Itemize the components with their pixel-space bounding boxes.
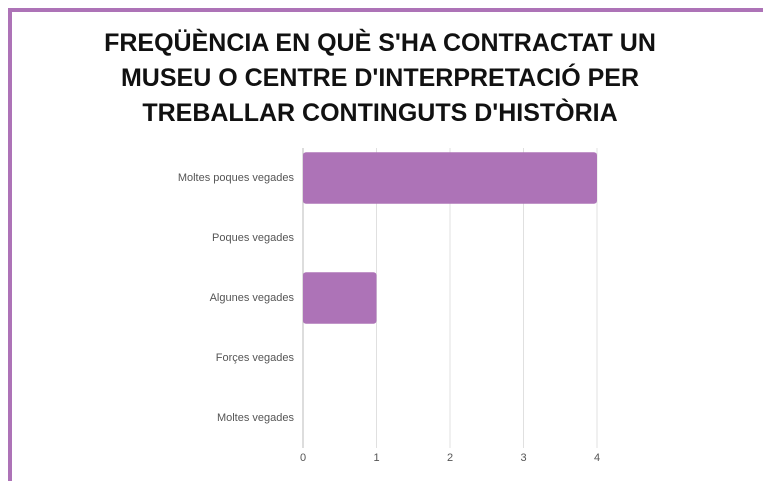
y-tick-label: Moltes vegades [217,412,295,424]
chart-title: FREQÜÈNCIA EN QUÈ S'HA CONTRACTAT UN MUS… [104,29,656,127]
y-tick-label: Algunes vegades [210,292,295,304]
y-tick-label: Poques vegades [212,232,294,244]
x-tick-label: 2 [447,452,453,464]
x-tick-label: 4 [594,452,600,464]
bar [303,152,597,204]
frame-top [8,8,763,12]
y-tick-label: Moltes poques vegades [178,172,295,184]
x-tick-label: 3 [520,452,526,464]
x-tick-label: 1 [373,452,379,464]
y-tick-label: Forçes vegades [216,352,295,364]
frame-left [8,8,12,481]
bar [303,272,377,324]
x-tick-label: 0 [300,452,306,464]
